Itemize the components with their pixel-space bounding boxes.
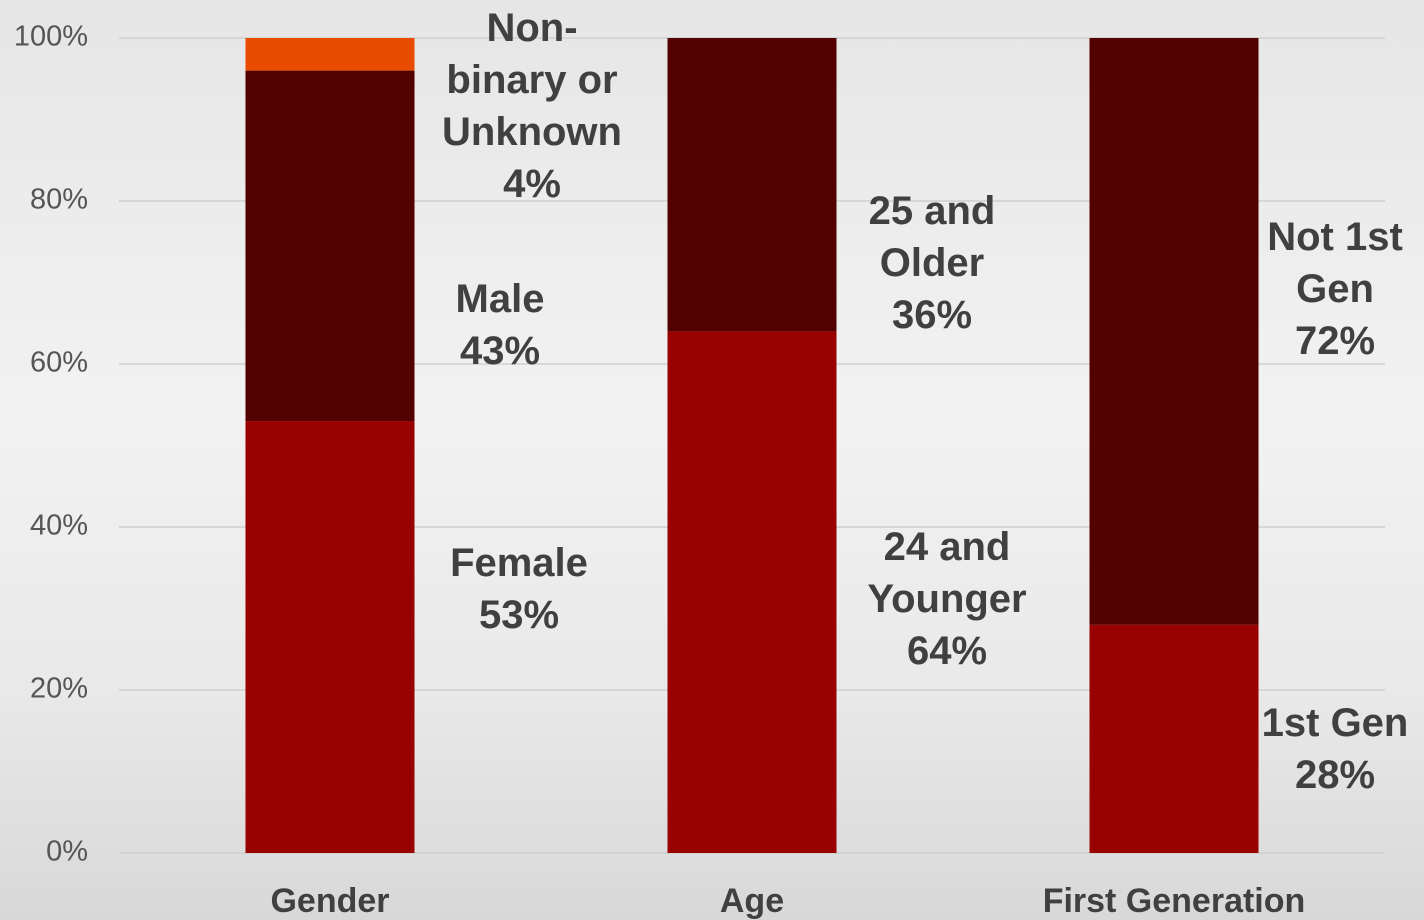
segment-label: Female 53% [424, 537, 614, 641]
bar-segment [667, 38, 837, 332]
segment-name: 1st Gen [1261, 701, 1409, 745]
segment-name: Male [455, 277, 545, 321]
segment-label: Male 43% [420, 273, 580, 377]
segment-label: 24 and Younger 64% [847, 521, 1047, 677]
y-tick-label: 20% [30, 673, 88, 705]
segment-value: 64% [906, 629, 988, 673]
segment-name: 24 and Younger [867, 525, 1027, 621]
bar-segment [245, 38, 415, 71]
segment-value: 53% [478, 593, 560, 637]
segment-name: Non-binary or Unknown [442, 6, 622, 154]
segment-value: 28% [1294, 753, 1376, 797]
segment-value: 43% [459, 329, 541, 373]
x-tick-label: First Generation [1043, 882, 1306, 920]
segment-value: 4% [503, 162, 561, 206]
segment-value: 72% [1294, 319, 1376, 363]
y-tick-label: 80% [30, 184, 88, 216]
bar-segment [1089, 624, 1259, 853]
y-tick-label: 60% [30, 347, 88, 379]
segment-value: 36% [891, 293, 973, 337]
y-tick-label: 100% [14, 21, 88, 53]
x-tick-label: Gender [270, 882, 389, 920]
bar-segment [667, 331, 837, 853]
bar-segment [1089, 38, 1259, 625]
bar-segment [245, 421, 415, 853]
bar-segment [245, 70, 415, 422]
x-tick-label: Age [720, 882, 784, 920]
segment-name: Not 1st Gen [1267, 215, 1403, 311]
y-tick-label: 0% [46, 836, 88, 868]
segment-label: 1st Gen 28% [1250, 697, 1420, 801]
y-tick-label: 40% [30, 510, 88, 542]
segment-label: Not 1st Gen 72% [1260, 211, 1410, 367]
segment-name: 25 and Older [868, 189, 996, 285]
segment-label: 25 and Older 36% [847, 185, 1017, 341]
segment-label: Non-binary or Unknown 4% [432, 2, 632, 210]
segment-name: Female [450, 541, 588, 585]
